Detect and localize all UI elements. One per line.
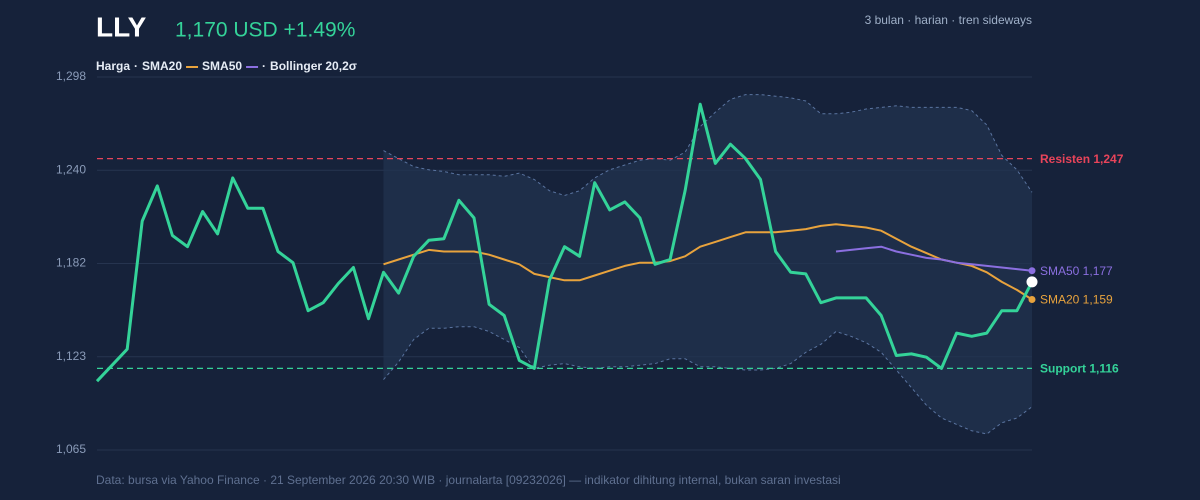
- y-tick-label: 1,123: [56, 349, 86, 363]
- y-tick-label: 1,298: [56, 69, 86, 83]
- y-tick-label: 1,240: [56, 162, 86, 176]
- legend-label: Harga: [96, 59, 130, 73]
- series-line: [95, 102, 1034, 383]
- end-label: SMA50 1,177: [1040, 264, 1113, 278]
- y-tick-label: 1,065: [56, 442, 86, 456]
- y-tick-label: 1,182: [56, 256, 86, 270]
- bollinger-upper: [383, 94, 1033, 197]
- end-dot: [1028, 267, 1036, 275]
- chart-title: LLY: [96, 11, 147, 42]
- current-price-marker: [1026, 276, 1038, 288]
- end-label: SMA20 1,159: [1040, 293, 1113, 307]
- end-dot: [1028, 296, 1036, 304]
- bollinger-lower: [383, 326, 1033, 435]
- legend-label: Bollinger 20,2σ: [270, 59, 357, 73]
- reference-label: Resisten 1,247: [1040, 152, 1124, 166]
- legend-label: SMA50: [202, 59, 242, 73]
- price-subtitle: 1,170 USD +1.49%: [175, 19, 355, 42]
- legend-label: SMA20: [142, 59, 182, 73]
- series-line: [383, 223, 1033, 301]
- legend-separator: ·: [262, 59, 266, 73]
- chart-note: 3 bulan · harian · tren sideways: [865, 13, 1032, 27]
- series-line: [835, 245, 1033, 272]
- chart-footer: Data: bursa via Yahoo Finance · 21 Septe…: [96, 473, 841, 487]
- reference-label: Support 1,116: [1040, 362, 1119, 376]
- legend: Harga · SMA20 SMA50 · Bollinger 20,2σ: [96, 59, 357, 73]
- legend-separator: ·: [134, 59, 138, 73]
- bollinger-band: [383, 94, 1032, 434]
